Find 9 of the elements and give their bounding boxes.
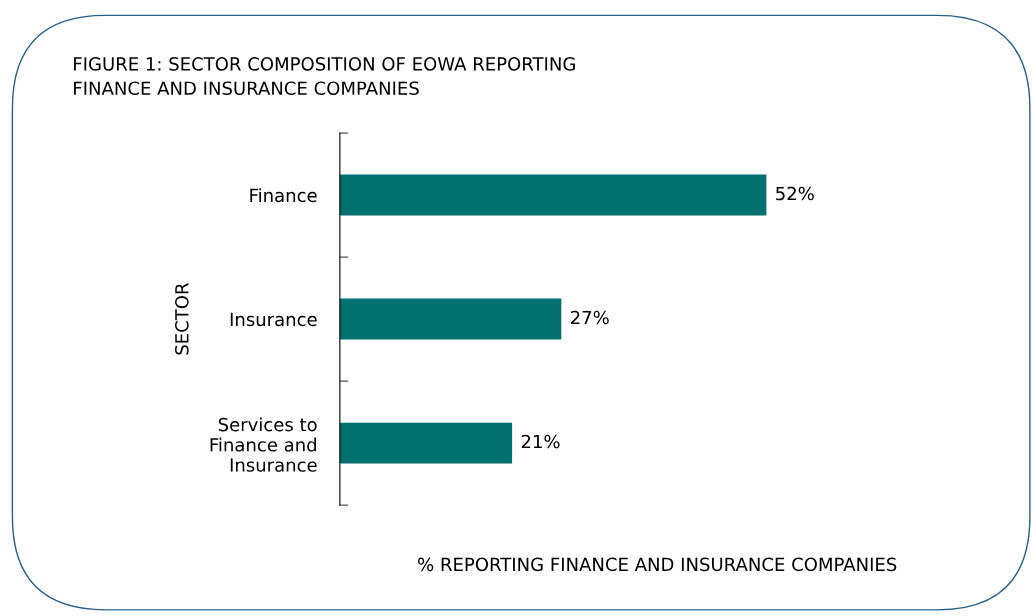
y-tick-label: Finance [250,188,317,203]
y-axis-title: SECTOR [175,282,189,355]
data-label: 27% [570,310,609,325]
x-axis-title: % REPORTING FINANCE AND INSURANCE COMPANIES [418,557,897,572]
y-tick-label: Services to Finance and Insurance [210,417,317,472]
data-label: 21% [521,434,560,449]
data-label: 52% [776,186,814,201]
chart-title: FIGURE 1: SECTOR COMPOSITION OF EOWA REPORTING FINANCE AND INSURANCE COMPANIES [74,57,575,96]
y-tick-label: Insurance [230,312,317,327]
